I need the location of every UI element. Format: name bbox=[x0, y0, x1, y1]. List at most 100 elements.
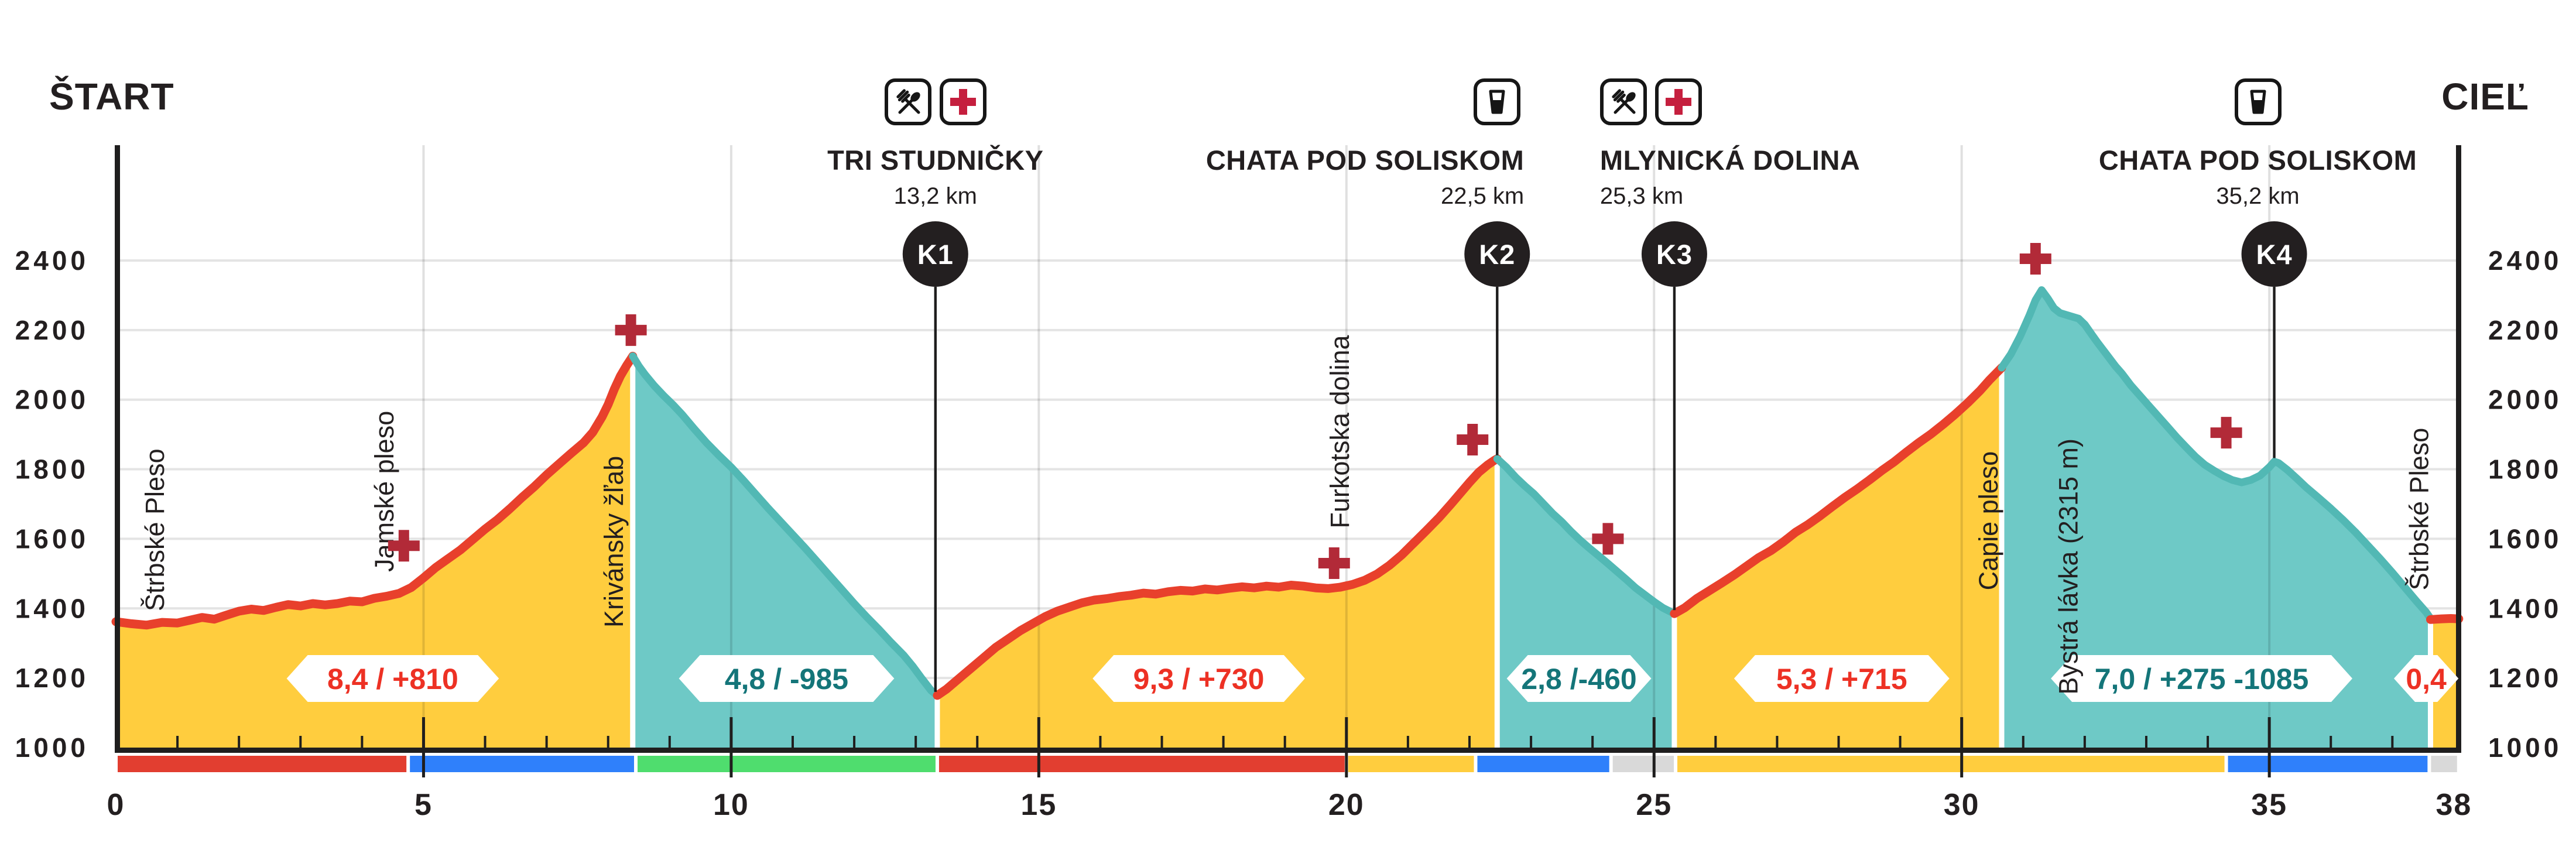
checkpoint-circle-label-K1: K1 bbox=[917, 239, 954, 270]
badge-shape-2 bbox=[679, 655, 895, 702]
badge-shape-1 bbox=[286, 655, 499, 702]
y-tick-right-1600: 1600 bbox=[2488, 523, 2562, 554]
checkpoint-circle-K4 bbox=[2241, 221, 2307, 287]
checkpoint-distance-K3: 25,3 km bbox=[1599, 183, 1684, 209]
tick-minor-36 bbox=[2330, 736, 2332, 748]
meal-icon bbox=[1612, 89, 1636, 114]
drink-icon bbox=[2250, 90, 2266, 114]
drink-icon-box bbox=[2234, 78, 2282, 125]
checkpoint-title-K3: MLYNICKÁ DOLINA bbox=[1599, 145, 1861, 176]
segment-fill-6 bbox=[2002, 290, 2431, 748]
tick-major-20 bbox=[1345, 717, 1348, 777]
checkpoint-title-K2: CHATA POD SOLISKOM bbox=[1205, 145, 1525, 176]
checkpoint-text-K2: CHATA POD SOLISKOM 22,5 km bbox=[1206, 144, 1524, 210]
medic-cross-icon bbox=[1665, 89, 1691, 115]
tick-minor-33 bbox=[2145, 736, 2147, 748]
checkpoint-line-K1 bbox=[934, 287, 937, 692]
checkpoint-circle-label-K2: K2 bbox=[1479, 239, 1515, 270]
surface-bar-blue-9 bbox=[2228, 756, 2428, 772]
checkpoint-title-K4: CHATA POD SOLISKOM bbox=[2098, 145, 2417, 176]
profile-line-2 bbox=[629, 352, 941, 700]
segment-fill-2 bbox=[632, 356, 937, 748]
first-aid-cross-6 bbox=[2019, 243, 2051, 275]
meal-icon bbox=[896, 89, 920, 114]
badge-label-1: 8,4 / +810 bbox=[327, 663, 458, 695]
tick-major-5 bbox=[422, 717, 425, 777]
y-tick-right-1400: 1400 bbox=[2488, 593, 2562, 623]
badge-shape-6 bbox=[2051, 655, 2352, 702]
tick-minor-37 bbox=[2391, 736, 2394, 748]
checkpoint-icons-K3 bbox=[1599, 78, 1702, 125]
y-tick-left-2000: 2000 bbox=[15, 385, 89, 415]
checkpoint-circle-K2 bbox=[1464, 221, 1530, 287]
tick-minor-14 bbox=[976, 736, 979, 748]
checkpoint-icons-K4 bbox=[2234, 78, 2282, 125]
checkpoint-distance-K1: 13,2 km bbox=[893, 183, 977, 209]
checkpoint-distance-K2: 22,5 km bbox=[1440, 183, 1525, 209]
profile-line-3 bbox=[933, 454, 1502, 700]
checkpoint-circle-K1 bbox=[902, 221, 968, 287]
first-aid-cross-2 bbox=[615, 314, 647, 346]
first-aid-cross-5 bbox=[1592, 523, 1624, 555]
segment-separator bbox=[630, 353, 636, 748]
checkpoint-text-K4: CHATA POD SOLISKOM 35,2 km bbox=[2099, 144, 2417, 210]
profile-line-4 bbox=[1493, 455, 1678, 618]
checkpoint-title-K1: TRI STUDNIČKY bbox=[827, 145, 1044, 176]
tick-minor-11 bbox=[791, 736, 794, 748]
finish-label: CIEĽ bbox=[2441, 76, 2529, 118]
medic-cross-icon bbox=[950, 89, 976, 115]
badge-shape-7 bbox=[2394, 655, 2459, 702]
tick-minor-22 bbox=[1468, 736, 1471, 748]
tick-minor-27 bbox=[1776, 736, 1779, 748]
tick-major-10 bbox=[729, 717, 733, 777]
tick-minor-2 bbox=[238, 736, 241, 748]
y-tick-left-1000: 1000 bbox=[15, 732, 89, 763]
badge-label-7: 0,4 bbox=[2406, 663, 2447, 695]
badge-shape-5 bbox=[1734, 655, 1950, 702]
surface-bar-yellow-5 bbox=[1348, 756, 1474, 772]
x-tick-38: 38 bbox=[2435, 788, 2472, 822]
checkpoint-circle-K3 bbox=[1641, 221, 1707, 287]
tick-minor-34 bbox=[2207, 736, 2210, 748]
badge-label-6: 7,0 / +275 -1085 bbox=[2095, 663, 2309, 695]
start-label: ŠTART bbox=[49, 76, 174, 118]
profile-line-7 bbox=[2426, 614, 2464, 624]
badge-label-2: 4,8 / -985 bbox=[725, 663, 848, 695]
x-tick-25: 25 bbox=[1636, 788, 1672, 822]
first-aid-cross-1 bbox=[388, 530, 420, 562]
profile-line-6 bbox=[1998, 286, 2434, 622]
tick-minor-3 bbox=[299, 736, 302, 748]
y-tick-right-2400: 2400 bbox=[2488, 245, 2562, 276]
meal-icon-box bbox=[884, 78, 931, 125]
surface-bar-red-1 bbox=[118, 756, 407, 772]
tick-minor-9 bbox=[668, 736, 671, 748]
badge-label-4: 2,8 /-460 bbox=[1521, 663, 1636, 695]
segment-separator bbox=[1999, 365, 2005, 748]
tick-minor-28 bbox=[1837, 736, 1840, 748]
tick-minor-1 bbox=[176, 736, 179, 748]
badge-label-3: 9,3 / +730 bbox=[1133, 663, 1265, 695]
tick-minor-17 bbox=[1160, 736, 1163, 748]
surface-bar-gray-7 bbox=[1612, 756, 1674, 772]
segment-separator bbox=[1494, 455, 1500, 748]
y-tick-left-1800: 1800 bbox=[15, 454, 89, 485]
x-axis bbox=[115, 748, 2461, 753]
checkpoint-line-K4 bbox=[2273, 287, 2276, 458]
x-tick-20: 20 bbox=[1328, 788, 1365, 822]
place-label-4: Furkotska dolina bbox=[1325, 334, 1355, 528]
tick-minor-18 bbox=[1222, 736, 1225, 748]
checkpoint-icons-K1 bbox=[884, 78, 986, 125]
place-label-6: Bystrá lávka (2315 m) bbox=[2053, 438, 2083, 695]
y-axis-right bbox=[2456, 145, 2461, 753]
tick-minor-29 bbox=[1899, 736, 1902, 748]
place-label-1: Štrbské Pleso bbox=[140, 448, 170, 611]
tick-major-35 bbox=[2267, 717, 2271, 777]
x-tick-5: 5 bbox=[415, 788, 433, 822]
surface-bar-gray-10 bbox=[2431, 756, 2457, 772]
checkpoint-circle-label-K3: K3 bbox=[1656, 239, 1693, 270]
tick-major-15 bbox=[1037, 717, 1040, 777]
surface-bar-red-4 bbox=[938, 756, 1345, 772]
tick-minor-32 bbox=[2083, 736, 2086, 748]
first-aid-cross-4 bbox=[1457, 424, 1489, 456]
